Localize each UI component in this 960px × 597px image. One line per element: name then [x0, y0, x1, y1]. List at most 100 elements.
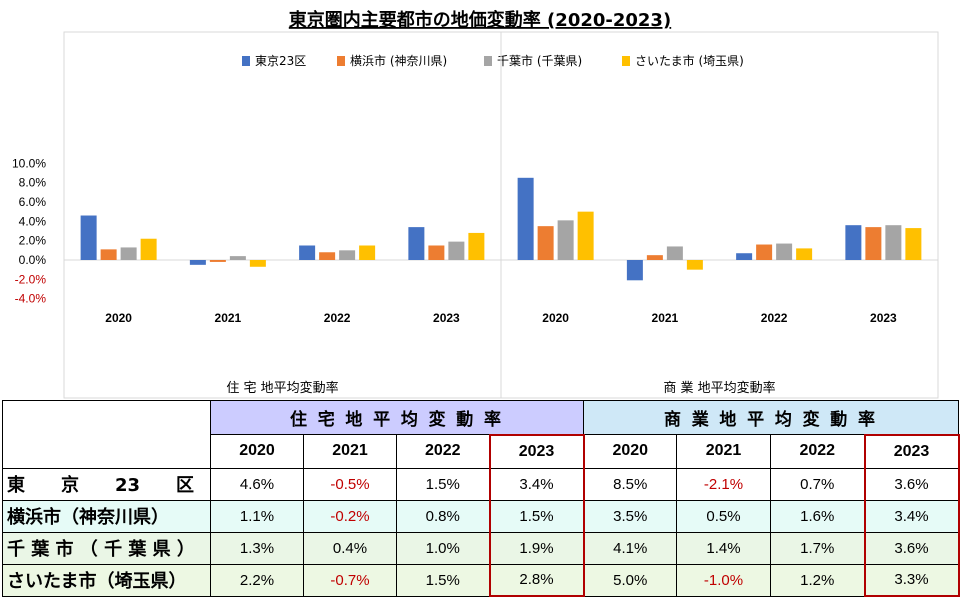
- legend-swatch: [337, 56, 345, 66]
- x-tick-label: 2020: [542, 311, 569, 325]
- legend-label: 横浜市 (神奈川県): [350, 53, 447, 68]
- table-cell: 3.4%: [863, 499, 960, 533]
- bar: [428, 245, 445, 260]
- x-tick-label: 2022: [324, 311, 351, 325]
- table-group-commercial: 商 業 地 平 均 変 動 率: [583, 400, 959, 435]
- table-year-header: 2023: [863, 433, 960, 469]
- bar: [120, 247, 137, 260]
- table-cell: 3.6%: [863, 531, 960, 565]
- table-row: さいたま市（埼玉県） 2.2% -0.7% 1.5% 2.8% 5.0% -1.0% 1.2%…: [2, 563, 960, 597]
- bar: [408, 227, 425, 260]
- table-year-header: 2021: [303, 434, 397, 469]
- table-cell: -0.7%: [303, 563, 397, 597]
- legend-swatch: [484, 56, 492, 66]
- table-row-label: 千 葉 市 （ 千 葉 県 ）: [2, 531, 211, 565]
- table-cell: -0.2%: [303, 499, 397, 533]
- table-row-label: さいたま市（埼玉県）: [2, 563, 211, 597]
- bar: [626, 260, 643, 281]
- y-tick-label: 10.0%: [12, 156, 46, 170]
- legend-swatch: [622, 56, 630, 66]
- bar: [319, 252, 336, 260]
- table-year-header: 2021: [676, 434, 771, 469]
- table-cell: 0.8%: [396, 499, 490, 533]
- x-tick-label: 2023: [870, 311, 897, 325]
- chart: 東京圏内主要都市の地価変動率 (2020-2023) 東京23区 横浜市 (神奈川…: [12, 9, 939, 399]
- data-table: 住 宅 地 平 均 変 動 率 商 業 地 平 均 変 動 率 2020 202…: [2, 400, 960, 597]
- bar: [517, 177, 534, 260]
- table-row: 横浜市（神奈川県） 1.1% -0.2% 0.8% 1.5% 3.5% 0.5% 1.6% 3.…: [2, 499, 960, 533]
- table-cell: -2.1%: [676, 467, 771, 501]
- table-row: 千 葉 市 （ 千 葉 県 ） 1.3% 0.4% 1.0% 1.9% 4.1% 1.4% 1…: [2, 531, 960, 565]
- table-cell: -1.0%: [676, 563, 771, 597]
- table-cell: 1.3%: [210, 531, 304, 565]
- y-tick-label: 2.0%: [19, 234, 47, 248]
- table-cell: 1.7%: [770, 531, 865, 565]
- bar: [776, 243, 793, 260]
- table-cell: 1.2%: [770, 563, 865, 597]
- bar: [189, 260, 206, 265]
- table-cell: 1.5%: [396, 563, 490, 597]
- table-cell: -0.5%: [303, 467, 397, 501]
- bar: [557, 220, 574, 260]
- legend-label: 東京23区: [255, 54, 306, 68]
- table-year-header: 2020: [583, 434, 677, 469]
- table-year-header: 2020: [210, 434, 304, 469]
- bar: [666, 246, 683, 260]
- legend-label: 千葉市 (千葉県): [497, 53, 582, 68]
- bar: [468, 232, 485, 260]
- plot-area: [63, 31, 939, 399]
- bar: [299, 245, 316, 260]
- table-cell: 1.0%: [396, 531, 490, 565]
- bar: [249, 260, 266, 267]
- table-cell: 0.7%: [770, 467, 865, 501]
- group-label: 商 業 地平均変動率: [663, 380, 775, 396]
- table-year-header: 2022: [770, 434, 865, 469]
- legend-label: さいたま市 (埼玉県): [635, 53, 744, 68]
- table-cell: 8.5%: [583, 467, 677, 501]
- table-cell: 1.6%: [770, 499, 865, 533]
- table-cell: 0.4%: [303, 531, 397, 565]
- x-tick-label: 2022: [761, 311, 788, 325]
- bar: [80, 215, 97, 260]
- table-row-label: 横浜市（神奈川県）: [2, 499, 211, 533]
- bar: [448, 241, 465, 260]
- table-cell: 3.4%: [488, 467, 585, 501]
- bar: [686, 260, 703, 270]
- y-tick-label: 4.0%: [19, 214, 47, 228]
- legend-swatch: [242, 56, 250, 66]
- bar: [339, 250, 356, 260]
- chart-title: 東京圏内主要都市の地価変動率 (2020-2023): [289, 9, 671, 31]
- bar: [845, 225, 862, 260]
- bar: [537, 226, 554, 260]
- x-tick-label: 2021: [215, 311, 242, 325]
- bar: [646, 255, 663, 260]
- bar: [209, 260, 226, 262]
- group-label: 住 宅 地平均変動率: [226, 380, 338, 396]
- table-year-header: 2023: [488, 433, 585, 469]
- table-group-residential: 住 宅 地 平 均 変 動 率: [210, 400, 584, 435]
- table-cell: 1.5%: [396, 467, 490, 501]
- bar: [885, 225, 902, 260]
- x-tick-label: 2021: [652, 311, 679, 325]
- x-axis: 2020 2021 2022 2023 住 宅 地平均変動率 2020 2021 2022 20…: [105, 311, 897, 396]
- y-tick-label: -4.0%: [15, 292, 47, 306]
- table-cell: 3.3%: [863, 563, 960, 597]
- bar: [736, 253, 753, 260]
- bar: [905, 228, 922, 260]
- table-cell: 1.1%: [210, 499, 304, 533]
- bars: [80, 177, 922, 281]
- table-cell: 1.5%: [488, 499, 585, 533]
- table-cell: 5.0%: [583, 563, 677, 597]
- table-cell: 2.8%: [488, 563, 585, 597]
- y-axis: 10.0% 8.0% 6.0% 4.0% 2.0% 0.0% -2.0% -4.0%: [12, 156, 46, 305]
- y-tick-label: 0.0%: [19, 253, 47, 267]
- table-cell: 4.1%: [583, 531, 677, 565]
- table-row-label: 東 京 23 区: [2, 467, 211, 501]
- y-tick-label: 8.0%: [19, 176, 47, 190]
- bar: [229, 256, 246, 260]
- table-cell: 2.2%: [210, 563, 304, 597]
- bar: [359, 245, 376, 260]
- bar: [100, 249, 117, 260]
- table-year-header: 2022: [396, 434, 490, 469]
- table-cell: 3.5%: [583, 499, 677, 533]
